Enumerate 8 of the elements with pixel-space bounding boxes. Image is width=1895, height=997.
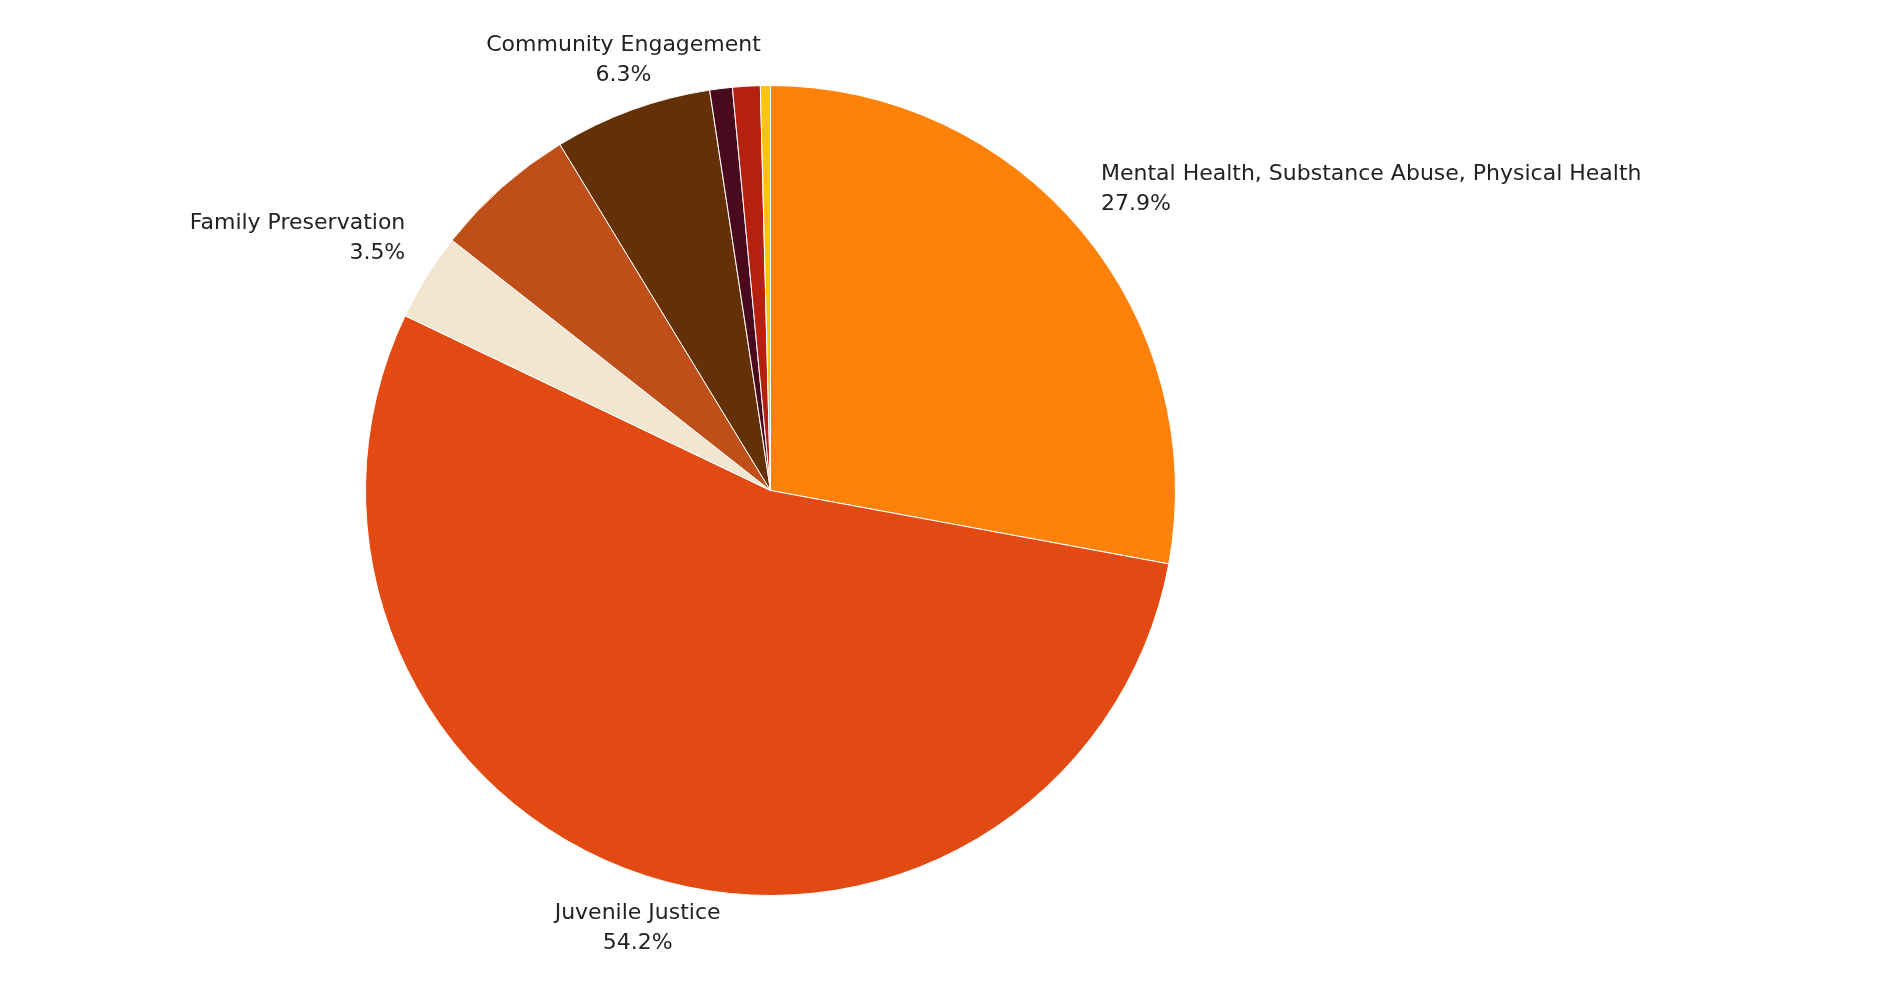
data-label: 27.9% [1100,190,1171,216]
data-label: 54.2% [602,929,673,955]
slice-label: Mental Health, Substance Abuse, Physical Health [1100,160,1642,186]
slice-label: Juvenile Justice [552,899,721,925]
data-label: 6.3% [595,61,652,87]
data-label: 3.5% [349,238,406,264]
slice-label: Community Engagement [486,31,762,57]
slice-label: Family Preservation [189,208,406,234]
